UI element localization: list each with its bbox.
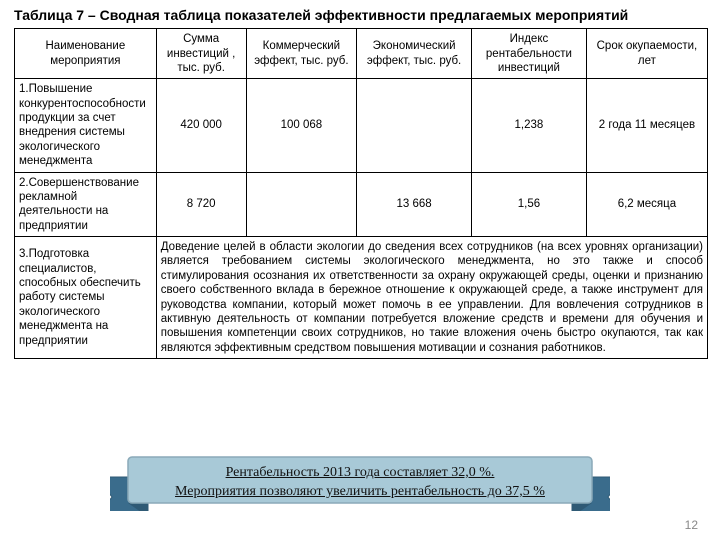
- table-row: 3.Подготовка специалистов, способных обе…: [15, 237, 708, 359]
- table-row: 1.Повышение конкурентоспособности продук…: [15, 79, 708, 172]
- cell-term: 6,2 месяца: [586, 172, 707, 237]
- cell-description: Доведение целей в области экологии до св…: [156, 237, 707, 359]
- banner-line-1: Рентабельность 2013 года составляет 32,0…: [226, 464, 495, 483]
- cell-index: 1,56: [472, 172, 587, 237]
- th-invest: Сумма инвестиций , тыс. руб.: [156, 29, 246, 79]
- cell-name: 3.Подготовка специалистов, способных обе…: [15, 237, 157, 359]
- cell-econ: 13 668: [357, 172, 472, 237]
- table-header-row: Наименование мероприятия Сумма инвестици…: [15, 29, 708, 79]
- banner-text: Рентабельность 2013 года составляет 32,0…: [110, 455, 610, 511]
- table-row: 2.Совершенствование рекламной деятельнос…: [15, 172, 708, 237]
- banner-line-2: Мероприятия позволяют увеличить рентабел…: [175, 483, 545, 502]
- cell-econ: [357, 79, 472, 172]
- profitability-banner: Рентабельность 2013 года составляет 32,0…: [110, 455, 610, 511]
- th-index: Индекс рентабельности инвестиций: [472, 29, 587, 79]
- th-name: Наименование мероприятия: [15, 29, 157, 79]
- table-caption: Таблица 7 – Сводная таблица показателей …: [0, 0, 720, 28]
- th-econ: Экономический эффект, тыс. руб.: [357, 29, 472, 79]
- cell-invest: 420 000: [156, 79, 246, 172]
- efficiency-table: Наименование мероприятия Сумма инвестици…: [14, 28, 708, 359]
- cell-comm: 100 068: [246, 79, 357, 172]
- cell-comm: [246, 172, 357, 237]
- page-number: 12: [685, 518, 698, 532]
- th-comm: Коммерческий эффект, тыс. руб.: [246, 29, 357, 79]
- cell-name: 1.Повышение конкурентоспособности продук…: [15, 79, 157, 172]
- cell-index: 1,238: [472, 79, 587, 172]
- cell-term: 2 года 11 месяцев: [586, 79, 707, 172]
- cell-name: 2.Совершенствование рекламной деятельнос…: [15, 172, 157, 237]
- cell-invest: 8 720: [156, 172, 246, 237]
- th-term: Срок окупаемости, лет: [586, 29, 707, 79]
